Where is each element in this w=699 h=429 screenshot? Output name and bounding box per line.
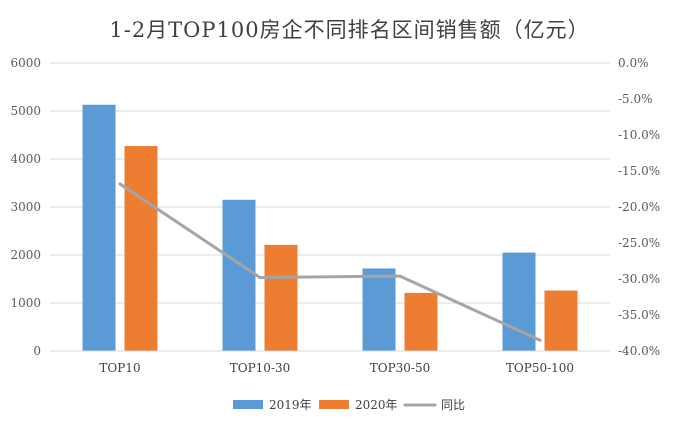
line-point — [118, 182, 122, 186]
y-tick-label: 1000 — [10, 296, 41, 310]
x-tick-label: TOP30-50 — [370, 361, 431, 375]
y-tick-label: 2000 — [10, 248, 41, 262]
y-tick-label: 4000 — [10, 152, 41, 166]
chart-title: 1-2月TOP100房企不同排名区间销售额（亿元） — [109, 18, 590, 42]
bar-series1 — [222, 199, 256, 351]
y2-tick-label: -35.0% — [618, 308, 660, 322]
y2-tick-label: 0.0% — [618, 56, 649, 70]
y-tick-label: 0 — [33, 344, 41, 358]
bar-series2 — [404, 292, 438, 351]
legend-label: 2020年 — [355, 398, 398, 412]
x-tick-label: TOP10 — [99, 361, 140, 375]
legend-label: 2019年 — [269, 398, 312, 412]
line-point — [538, 338, 542, 342]
bar-series1 — [362, 268, 396, 351]
y-tick-label: 6000 — [10, 56, 41, 70]
y2-tick-label: -15.0% — [618, 164, 660, 178]
legend-swatch — [233, 400, 263, 409]
x-tick-label: TOP10-30 — [230, 361, 291, 375]
bar-series2 — [544, 290, 578, 351]
line-series-yoy — [118, 182, 542, 342]
x-tick-label: TOP50-100 — [506, 361, 574, 375]
legend-swatch — [319, 400, 349, 409]
y2-tick-label: -10.0% — [618, 128, 660, 142]
bar-series2 — [124, 146, 158, 351]
y2-tick-label: -40.0% — [618, 344, 660, 358]
line-point — [398, 274, 402, 278]
y2-tick-label: -20.0% — [618, 200, 660, 214]
line-point — [258, 276, 262, 280]
y-tick-label: 3000 — [10, 200, 41, 214]
bar-series1 — [82, 104, 116, 351]
y-tick-label: 5000 — [10, 104, 41, 118]
y2-tick-label: -5.0% — [618, 92, 653, 106]
y2-tick-label: -25.0% — [618, 236, 660, 250]
legend-label: 同比 — [441, 398, 465, 412]
y2-tick-label: -30.0% — [618, 272, 660, 286]
bar-series2 — [264, 244, 298, 351]
